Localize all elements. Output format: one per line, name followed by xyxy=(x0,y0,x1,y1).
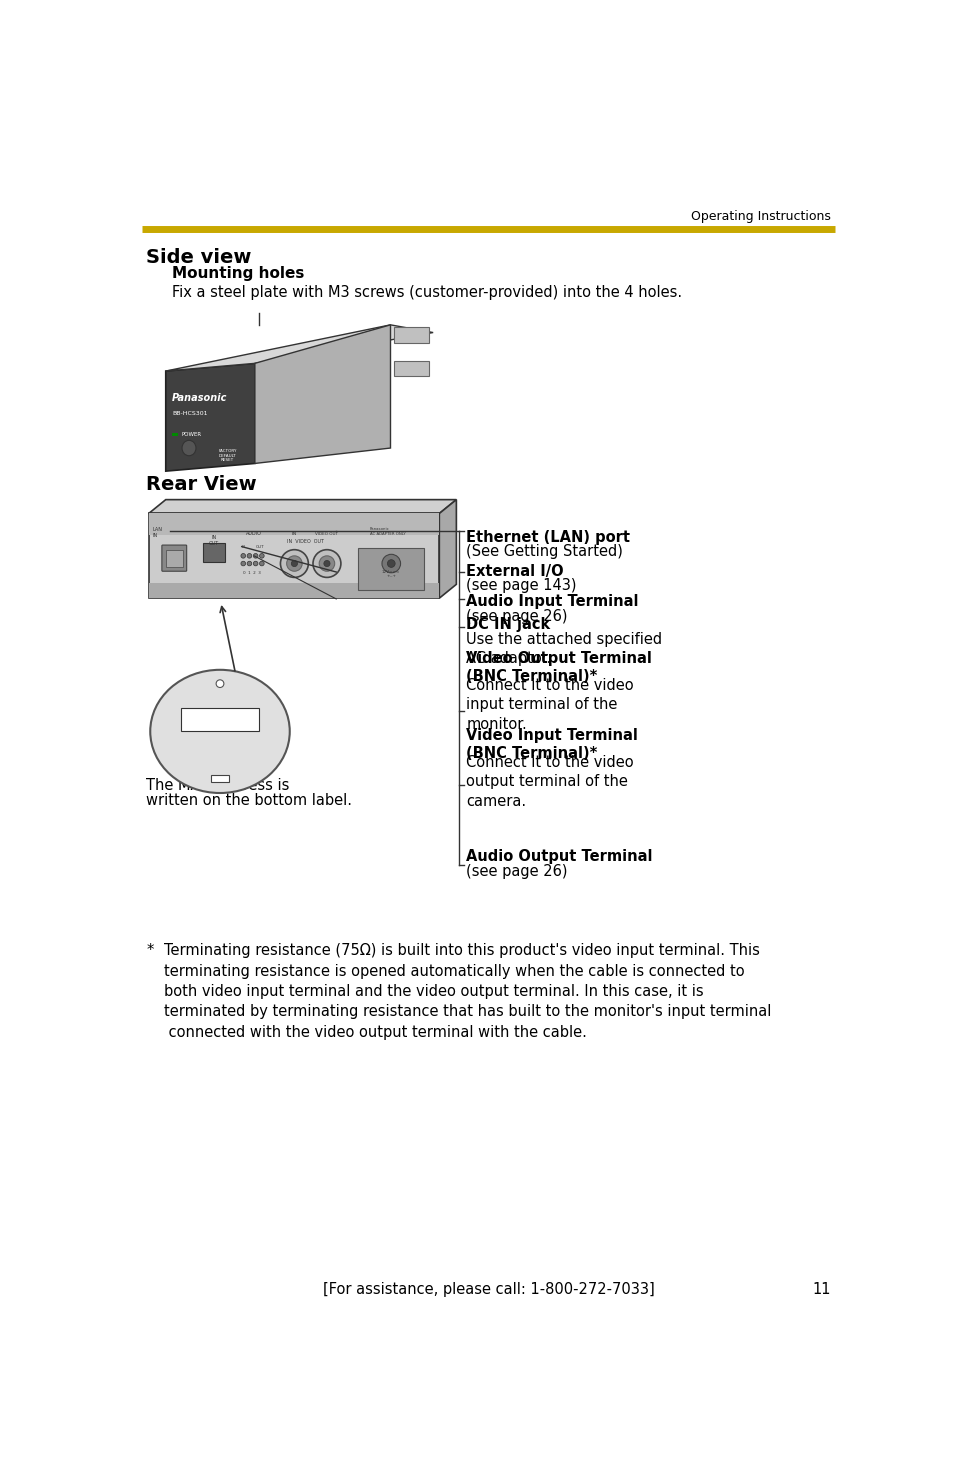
Circle shape xyxy=(381,555,400,572)
Circle shape xyxy=(216,680,224,687)
Text: IN: IN xyxy=(292,531,296,535)
Text: AUDIO: AUDIO xyxy=(246,531,262,535)
Circle shape xyxy=(253,560,257,566)
Text: [For assistance, please call: 1-800-272-7033]: [For assistance, please call: 1-800-272-… xyxy=(323,1282,654,1297)
Text: (See Getting Started): (See Getting Started) xyxy=(466,544,622,559)
Ellipse shape xyxy=(182,441,195,456)
Bar xyxy=(211,774,229,782)
Circle shape xyxy=(241,560,245,566)
Circle shape xyxy=(323,560,330,566)
Text: Ethernet (LAN) port: Ethernet (LAN) port xyxy=(466,530,630,544)
Text: (see page 26): (see page 26) xyxy=(466,609,567,624)
Ellipse shape xyxy=(150,670,290,794)
Circle shape xyxy=(241,553,245,558)
Bar xyxy=(149,583,439,599)
FancyBboxPatch shape xyxy=(162,546,187,571)
Text: Video Output Terminal
(BNC Terminal)*: Video Output Terminal (BNC Terminal)* xyxy=(466,650,652,683)
Text: Use the attached specified
AC adaptor.: Use the attached specified AC adaptor. xyxy=(466,633,662,667)
Text: POWER: POWER xyxy=(181,432,201,437)
Polygon shape xyxy=(166,324,433,372)
Text: IN
OUT: IN OUT xyxy=(209,535,218,546)
Circle shape xyxy=(319,556,335,571)
Polygon shape xyxy=(254,324,390,463)
Text: Mounting holes: Mounting holes xyxy=(172,267,304,282)
Text: DC IN jack: DC IN jack xyxy=(466,618,550,633)
Circle shape xyxy=(286,556,302,571)
Text: written on the bottom label.: written on the bottom label. xyxy=(146,794,352,808)
Polygon shape xyxy=(166,363,254,471)
Circle shape xyxy=(247,553,252,558)
Text: 0  1  2  3: 0 1 2 3 xyxy=(243,571,261,575)
Circle shape xyxy=(247,560,252,566)
Text: 11: 11 xyxy=(811,1282,830,1297)
Text: The MAC address is: The MAC address is xyxy=(146,777,290,792)
Text: *: * xyxy=(146,943,153,959)
Circle shape xyxy=(291,560,297,566)
Text: Video Input Terminal
(BNC Terminal)*: Video Input Terminal (BNC Terminal)* xyxy=(466,727,638,761)
Polygon shape xyxy=(149,500,456,513)
Bar xyxy=(166,550,183,568)
Text: Rear View: Rear View xyxy=(146,475,256,494)
Text: Terminating resistance (75Ω) is built into this product's video input terminal. : Terminating resistance (75Ω) is built in… xyxy=(164,943,771,1040)
Text: LAN
IN: LAN IN xyxy=(152,528,162,538)
Text: IN  VIDEO  OUT: IN VIDEO OUT xyxy=(286,538,323,544)
Text: Audio Input Terminal: Audio Input Terminal xyxy=(466,594,639,609)
Text: Connect it to the video
output terminal of the
camera.: Connect it to the video output terminal … xyxy=(466,755,634,808)
Text: Panasonic
AC ADAPTER ONLY: Panasonic AC ADAPTER ONLY xyxy=(369,528,405,535)
Text: 12V===
+--+: 12V=== +--+ xyxy=(381,569,400,578)
Circle shape xyxy=(387,559,395,568)
Text: OUT: OUT xyxy=(255,546,264,549)
Text: Side view: Side view xyxy=(146,248,252,267)
Text: Audio Output Terminal: Audio Output Terminal xyxy=(466,850,652,864)
Text: (see page 143): (see page 143) xyxy=(466,578,577,593)
Text: IN: IN xyxy=(241,546,246,549)
Text: Operating Instructions: Operating Instructions xyxy=(690,211,830,223)
Bar xyxy=(203,543,224,562)
Text: Panasonic: Panasonic xyxy=(172,392,227,403)
Bar xyxy=(149,513,439,599)
Text: Connect it to the video
input terminal of the
monitor.: Connect it to the video input terminal o… xyxy=(466,678,634,732)
Circle shape xyxy=(259,560,264,566)
Polygon shape xyxy=(439,500,456,599)
Circle shape xyxy=(280,550,308,577)
Text: Fix a steel plate with M3 screws (customer-provided) into the 4 holes.: Fix a steel plate with M3 screws (custom… xyxy=(172,285,681,299)
Bar xyxy=(149,513,439,535)
Text: FACTORY
DEFAULT
RESET: FACTORY DEFAULT RESET xyxy=(218,450,236,462)
Circle shape xyxy=(313,550,340,577)
Bar xyxy=(394,361,429,376)
Text: External I/O: External I/O xyxy=(466,563,563,578)
Circle shape xyxy=(253,553,257,558)
Text: BB-HCS301: BB-HCS301 xyxy=(172,412,207,416)
Bar xyxy=(357,549,423,590)
Circle shape xyxy=(259,553,264,558)
Bar xyxy=(394,327,429,342)
Bar xyxy=(181,708,258,732)
Bar xyxy=(172,432,178,437)
Text: VIDEO OUT: VIDEO OUT xyxy=(315,532,338,535)
Text: (see page 26): (see page 26) xyxy=(466,864,567,879)
